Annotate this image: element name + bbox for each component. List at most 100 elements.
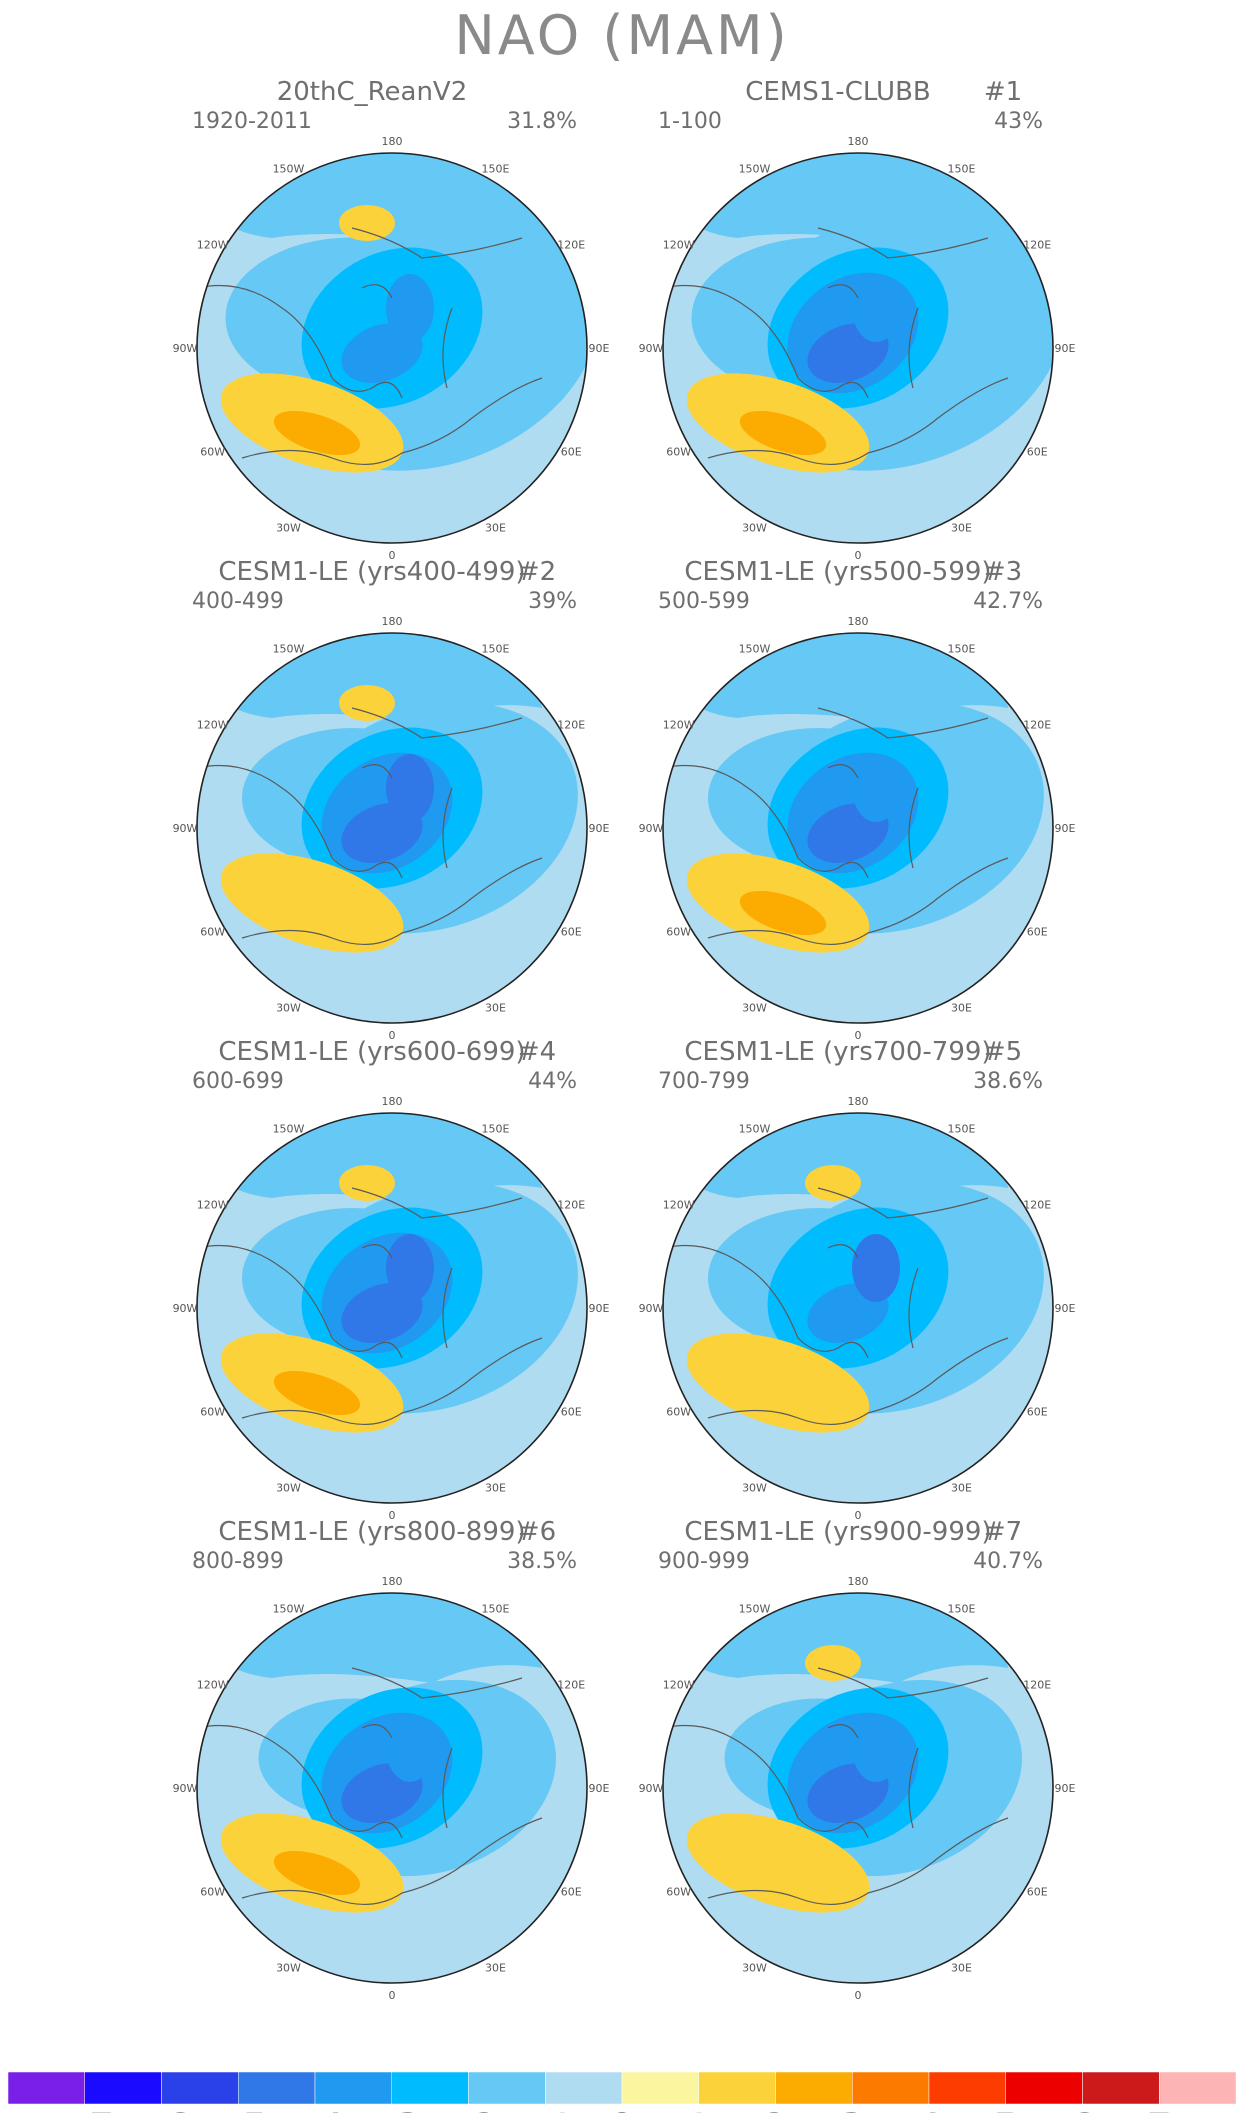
longitude-label: 30W: [276, 1961, 301, 1974]
panel-title: CEMS1-CLUBB: [745, 77, 931, 107]
longitude-label: 30E: [951, 1481, 972, 1494]
panel-run-tag: #1: [984, 77, 1022, 107]
longitude-label: 120E: [1023, 1679, 1051, 1692]
colorbar-swatch: [238, 2071, 316, 2105]
longitude-label: 60E: [561, 926, 582, 939]
longitude-label: 120E: [1023, 239, 1051, 252]
longitude-label: 180: [848, 1575, 869, 1588]
panel-period: 800-899: [192, 1549, 284, 1574]
coastline: [663, 1187, 1009, 1426]
coastline: [663, 1667, 1009, 1906]
panel-variance: 44%: [528, 1069, 577, 1094]
coastline: [197, 227, 543, 466]
panel-run-tag: #5: [984, 1037, 1022, 1067]
pacific-high: [805, 1645, 861, 1681]
panel-period: 1920-2011: [192, 109, 312, 134]
map-boundary: [196, 1592, 588, 1984]
colorbar-swatch: [1159, 2071, 1237, 2105]
coastline: [197, 707, 543, 946]
coastline: [663, 707, 1009, 946]
map-boundary: [196, 152, 588, 544]
longitude-label: 90W: [639, 1782, 664, 1795]
arctic-low-core: [852, 1234, 900, 1302]
colorbar-swatch: [7, 2071, 85, 2105]
longitude-label: 0: [389, 549, 396, 562]
longitude-label: 90E: [1055, 1782, 1076, 1795]
panel-title: 20thC_ReanV2: [277, 77, 468, 107]
panel-period: 500-599: [658, 589, 750, 614]
colorbar-tick-label: −1: [516, 2106, 575, 2113]
pacific-high: [339, 685, 395, 721]
colorbar-tick-label: −5: [209, 2106, 268, 2113]
colorbar-tick-label: 7: [1147, 2106, 1172, 2113]
atlantic-high-core: [739, 890, 827, 936]
longitude-label: 120W: [663, 1199, 695, 1212]
longitude-label: 120W: [663, 719, 695, 732]
longitude-label: 30E: [951, 1001, 972, 1014]
colorbar-swatch: [1082, 2071, 1160, 2105]
longitude-label: 180: [382, 1095, 403, 1108]
longitude-label: 150E: [948, 1123, 976, 1136]
map-boundary: [662, 1112, 1054, 1504]
atlantic-high: [220, 853, 404, 953]
longitude-label: 60E: [1027, 1406, 1048, 1419]
panel-period: 900-999: [658, 1549, 750, 1574]
longitude-label: 60E: [1027, 446, 1048, 459]
colorbar-swatch: [775, 2071, 853, 2105]
longitude-label: 60W: [666, 926, 691, 939]
longitude-label: 30W: [742, 1001, 767, 1014]
panel-run-tag: #4: [518, 1037, 556, 1067]
colorbar-swatch: [852, 2071, 930, 2105]
arctic-low-core: [852, 1714, 900, 1782]
colorbar-tick-label: −6: [132, 2106, 191, 2113]
longitude-label: 60W: [666, 1406, 691, 1419]
colorbar-swatch: [391, 2071, 469, 2105]
longitude-label: 90E: [1055, 1302, 1076, 1315]
longitude-label: 120E: [557, 1679, 585, 1692]
colorbar-swatch: [84, 2071, 162, 2105]
colorbar-tick-label: 1: [686, 2106, 711, 2113]
panel-variance: 39%: [528, 589, 577, 614]
longitude-label: 150W: [739, 1603, 771, 1616]
colorbar-tick-label: 4: [916, 2106, 941, 2113]
longitude-label: 150W: [273, 1603, 305, 1616]
longitude-label: 30W: [742, 1961, 767, 1974]
longitude-label: 90E: [589, 822, 610, 835]
colorbar-swatch: [161, 2071, 239, 2105]
panel-period: 600-699: [192, 1069, 284, 1094]
longitude-label: 0: [389, 1509, 396, 1522]
panel-period: 400-499: [192, 589, 284, 614]
longitude-label: 60E: [1027, 926, 1048, 939]
longitude-label: 150W: [739, 1123, 771, 1136]
longitude-label: 120W: [197, 1199, 229, 1212]
arctic-low-core: [386, 754, 434, 822]
longitude-label: 90E: [589, 1782, 610, 1795]
panel-variance: 43%: [994, 109, 1043, 134]
map-boundary: [196, 1112, 588, 1504]
panel-title: CESM1-LE (yrs700-799): [684, 1037, 991, 1067]
arctic-low-core: [852, 274, 900, 342]
longitude-label: 60W: [666, 1886, 691, 1899]
longitude-label: 60W: [200, 926, 225, 939]
panel-variance: 38.6%: [973, 1069, 1043, 1094]
longitude-label: 30E: [485, 521, 506, 534]
longitude-label: 120W: [663, 239, 695, 252]
longitude-label: 60E: [561, 1406, 582, 1419]
longitude-label: 90E: [1055, 822, 1076, 835]
longitude-label: 120E: [557, 1199, 585, 1212]
longitude-label: 150E: [948, 163, 976, 176]
longitude-label: 150W: [273, 643, 305, 656]
longitude-label: 150W: [273, 1123, 305, 1136]
map-panel: 180 150E 120E 90E 60E 30E 0 30W 60W 90W 120W 150W CE…: [639, 77, 1076, 562]
longitude-label: 120E: [557, 239, 585, 252]
longitude-label: 60W: [200, 1886, 225, 1899]
longitude-label: 150E: [482, 163, 510, 176]
longitude-label: 120E: [1023, 719, 1051, 732]
longitude-label: 30W: [742, 1481, 767, 1494]
panel-variance: 42.7%: [973, 589, 1043, 614]
panel-period: 700-799: [658, 1069, 750, 1094]
longitude-label: 60E: [561, 446, 582, 459]
map-boundary: [662, 632, 1054, 1024]
colorbar-tick-label: −4: [286, 2106, 345, 2113]
colorbar-swatch: [698, 2071, 776, 2105]
